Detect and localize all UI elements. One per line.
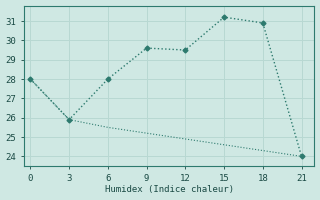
X-axis label: Humidex (Indice chaleur): Humidex (Indice chaleur) bbox=[105, 185, 234, 194]
